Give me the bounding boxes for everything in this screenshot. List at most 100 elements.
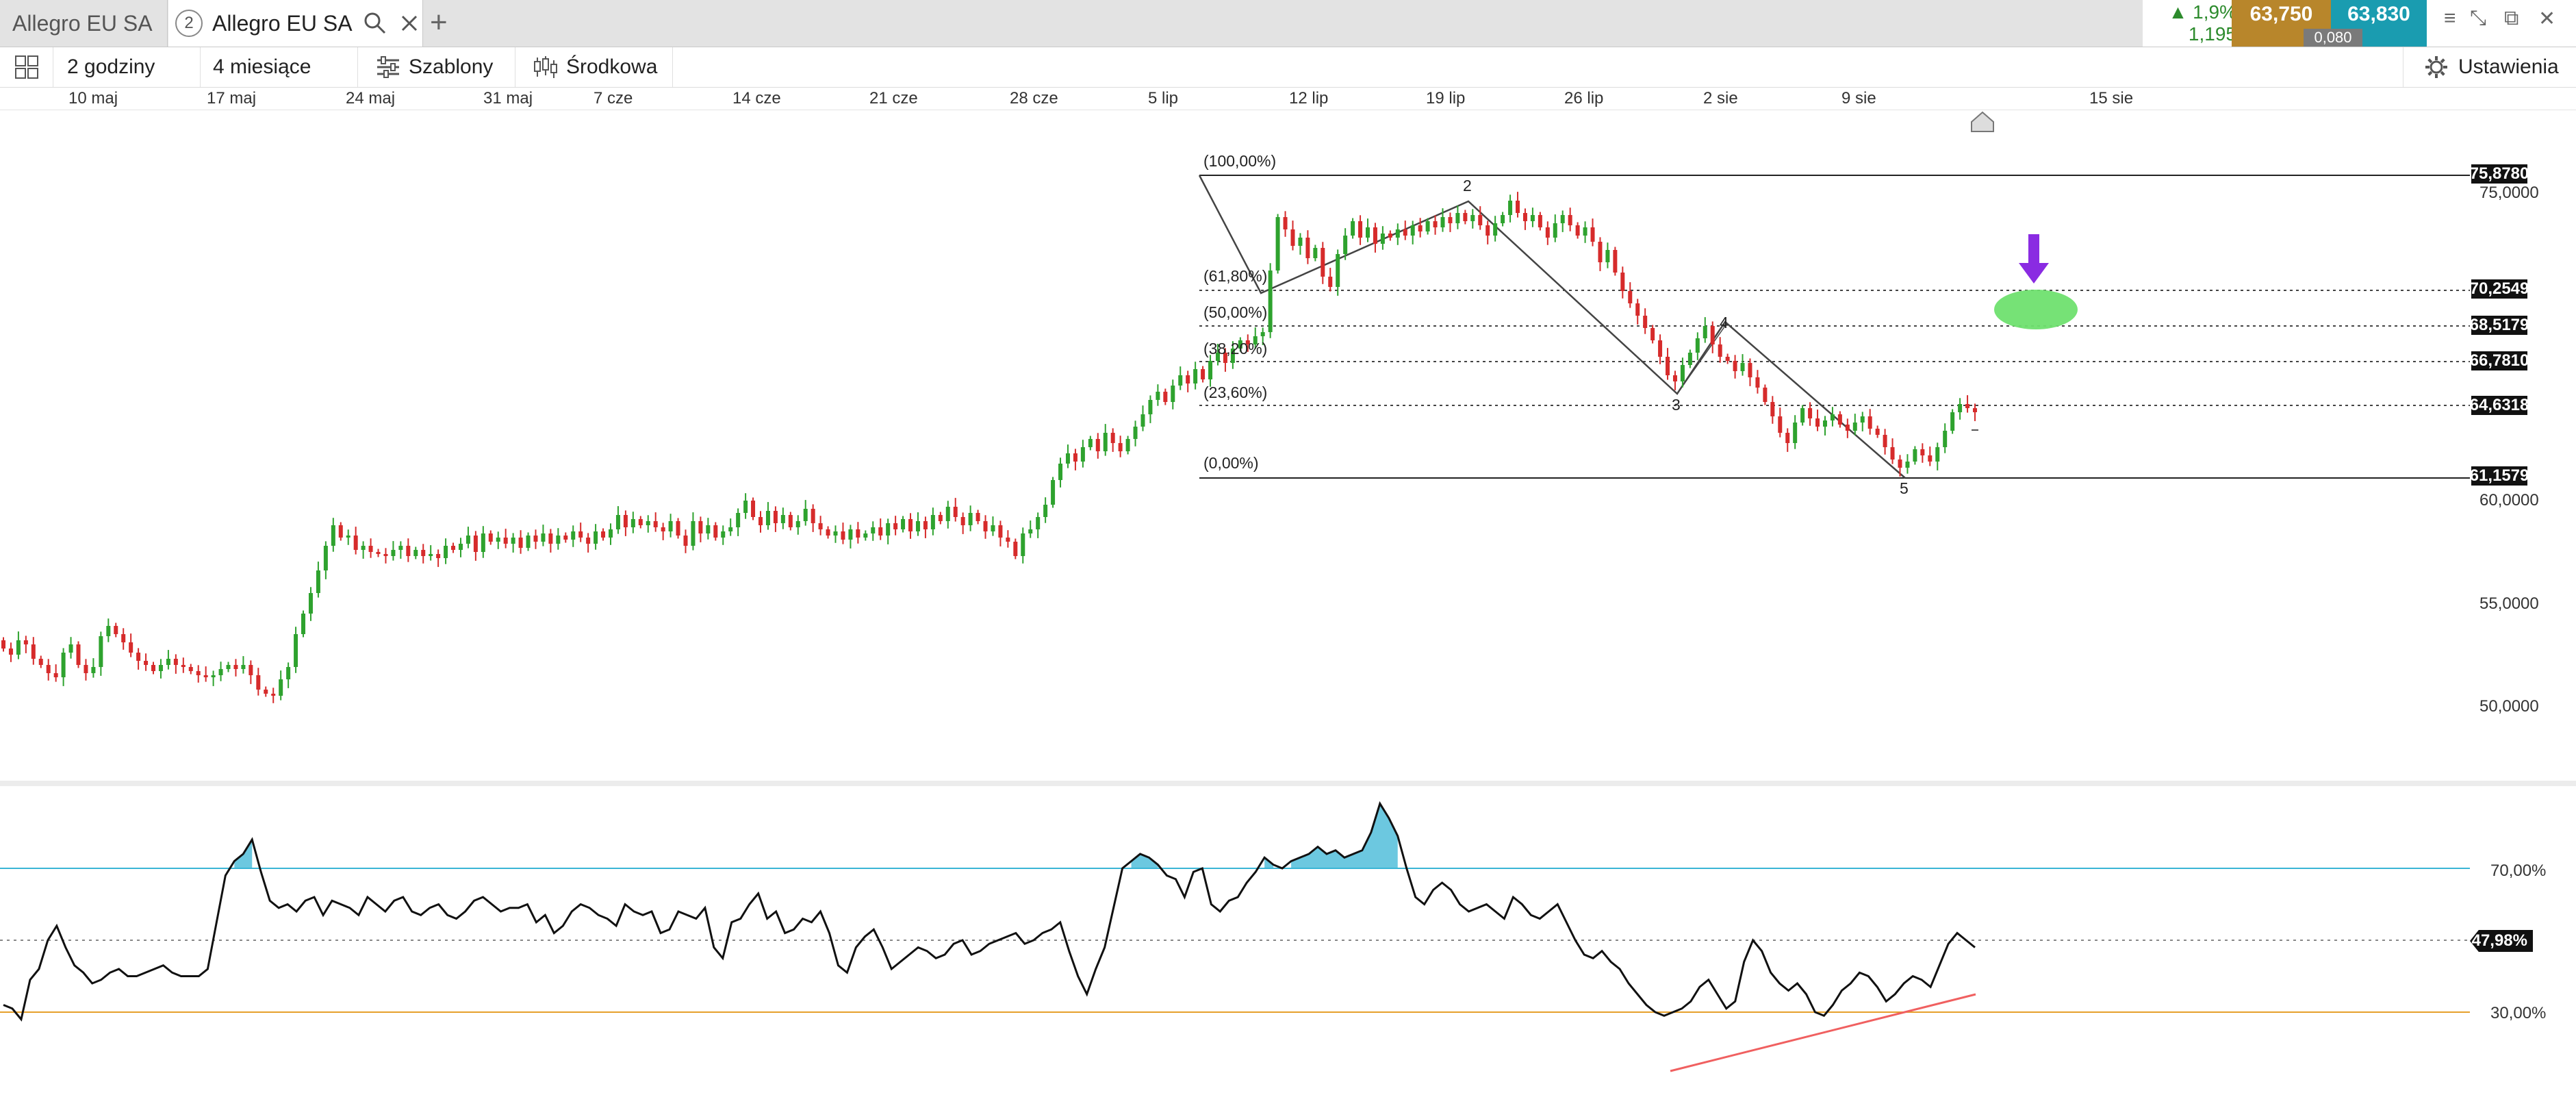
candle xyxy=(1815,410,1820,431)
candle xyxy=(1478,206,1483,230)
candle xyxy=(331,518,335,552)
candle xyxy=(376,549,381,557)
candle xyxy=(1666,348,1670,380)
layout-icon xyxy=(14,55,38,79)
candle xyxy=(578,523,583,542)
candle xyxy=(930,507,935,536)
candle xyxy=(496,531,500,549)
templates-button[interactable]: Szablony xyxy=(358,47,515,87)
candle xyxy=(1313,244,1318,262)
fib-label-236: (23,60%) xyxy=(1203,383,1268,401)
candle xyxy=(960,512,965,534)
candle xyxy=(1672,370,1677,390)
candle xyxy=(795,515,800,535)
candle xyxy=(1785,428,1790,452)
candle xyxy=(541,525,546,546)
candle xyxy=(1351,218,1355,239)
candle xyxy=(23,635,28,653)
candle xyxy=(1140,405,1145,431)
popout-icon[interactable]: ⧉ xyxy=(2504,7,2519,29)
candle xyxy=(413,546,418,559)
fib-label-382: (38,20%) xyxy=(1203,340,1268,357)
tab-allegro-2-active[interactable]: 2 Allegro EU SA xyxy=(168,0,423,47)
candle xyxy=(99,631,103,676)
candle xyxy=(444,538,448,564)
candle xyxy=(203,666,208,682)
fib-price-box: 66,7810 xyxy=(2469,351,2529,370)
target-zone-ellipse[interactable] xyxy=(1994,290,2078,329)
change-percent: 1,9% xyxy=(2193,1,2236,23)
rsi-trendline[interactable] xyxy=(1670,993,1976,1072)
candle xyxy=(908,513,913,539)
y-tick-label: 55,0000 xyxy=(2479,594,2539,613)
candle xyxy=(451,542,456,553)
candle xyxy=(1058,457,1063,488)
range-dropdown[interactable]: 4 miesiące xyxy=(201,47,358,87)
candle xyxy=(758,511,763,533)
candle xyxy=(1553,214,1557,242)
candle xyxy=(1013,538,1018,559)
candle xyxy=(1598,237,1603,271)
tab-number-badge: 2 xyxy=(175,10,203,37)
x-tick-label: 28 cze xyxy=(1010,89,1058,108)
drag-handle-icon[interactable]: ≡ xyxy=(2444,7,2456,29)
candle xyxy=(788,512,793,531)
interval-dropdown[interactable]: 2 godziny xyxy=(53,47,201,87)
fib-price-box: 68,5179 xyxy=(2469,316,2529,335)
candle xyxy=(1036,512,1041,538)
candle xyxy=(38,655,43,668)
spread-badge: 0,080 xyxy=(2304,29,2362,47)
candle xyxy=(1658,334,1663,364)
candle xyxy=(1403,221,1407,240)
close-window-icon[interactable]: ✕ xyxy=(2538,8,2556,30)
candle xyxy=(1470,209,1475,229)
candle xyxy=(1628,282,1633,308)
time-marker-icon[interactable] xyxy=(1971,111,1994,132)
settings-button[interactable]: Ustawienia xyxy=(2403,47,2576,87)
add-tab-icon[interactable]: + xyxy=(430,5,448,39)
down-arrow-icon xyxy=(2019,234,2049,284)
candle xyxy=(1006,530,1010,548)
candle xyxy=(1935,442,1940,470)
chart-toolbar: 2 godziny 4 miesiące Szablony Środkowa U… xyxy=(0,47,2576,88)
candle xyxy=(16,631,21,659)
candle xyxy=(1440,208,1445,232)
candle xyxy=(826,526,830,539)
tab-allegro-1[interactable]: Allegro EU SA xyxy=(0,0,168,47)
candle xyxy=(1125,436,1130,455)
pane-divider[interactable] xyxy=(0,781,2576,786)
close-tab-icon[interactable] xyxy=(400,14,418,32)
candle xyxy=(61,648,66,686)
minimize-icon[interactable]: ⤡ xyxy=(2470,7,2486,29)
candle xyxy=(848,525,853,549)
candle xyxy=(279,670,283,701)
candle xyxy=(668,514,673,538)
candle xyxy=(1583,221,1587,243)
x-tick-label: 14 cze xyxy=(732,89,781,108)
candle xyxy=(615,506,620,534)
candle xyxy=(1560,210,1565,232)
candle xyxy=(1290,221,1295,251)
x-tick-label: 31 maj xyxy=(483,89,533,108)
candle xyxy=(533,529,538,549)
candle xyxy=(271,688,276,703)
candle xyxy=(511,533,515,553)
indicators-button[interactable]: Środkowa xyxy=(515,47,673,87)
candle xyxy=(1171,379,1175,410)
x-tick-label: 17 maj xyxy=(207,89,257,108)
elliott-wave-lines[interactable] xyxy=(1198,175,1906,479)
search-icon[interactable] xyxy=(362,10,388,36)
fibonacci-retracement[interactable] xyxy=(1199,175,2470,479)
candle xyxy=(1425,218,1430,235)
candle xyxy=(1905,454,1910,474)
layout-button[interactable] xyxy=(0,47,53,87)
candle xyxy=(1208,355,1213,387)
rsi-y-tick-label: 30,00% xyxy=(2490,1004,2547,1022)
x-tick-label: 26 lip xyxy=(1564,89,1604,108)
candle xyxy=(1103,424,1108,456)
candle xyxy=(1418,218,1423,238)
candle xyxy=(1545,221,1550,245)
rsi-y-tick-label: 70,00% xyxy=(2490,861,2547,880)
